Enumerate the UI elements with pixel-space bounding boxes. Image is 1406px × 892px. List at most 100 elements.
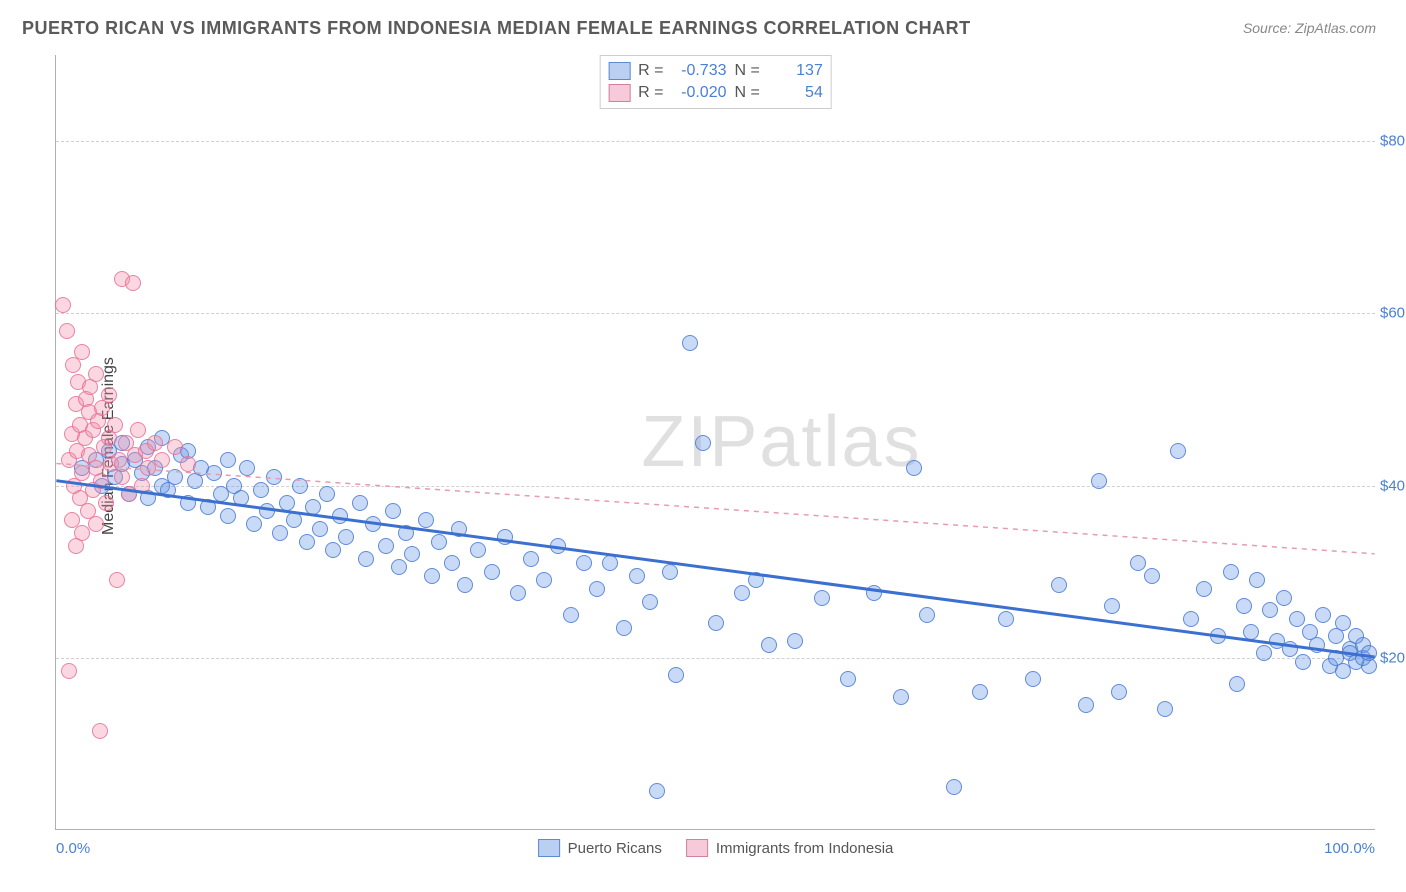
scatter-point — [130, 422, 146, 438]
scatter-point — [814, 590, 830, 606]
scatter-point — [246, 516, 262, 532]
scatter-point — [272, 525, 288, 541]
scatter-point — [1282, 641, 1298, 657]
scatter-point — [111, 452, 127, 468]
gridline — [56, 313, 1375, 314]
scatter-point — [305, 499, 321, 515]
scatter-point — [239, 460, 255, 476]
chart-plot-area: ZIPatlas $20,000$40,000$60,000$80,000 R … — [55, 55, 1375, 830]
scatter-point — [206, 465, 222, 481]
scatter-point — [1111, 684, 1127, 700]
swatch-blue-icon — [608, 62, 630, 80]
scatter-point — [1051, 577, 1067, 593]
scatter-point — [358, 551, 374, 567]
scatter-point — [497, 529, 513, 545]
legend-swatch-pink-icon — [686, 839, 708, 857]
scatter-point — [312, 521, 328, 537]
scatter-point — [748, 572, 764, 588]
x-tick-max: 100.0% — [1324, 840, 1375, 857]
scatter-point — [220, 452, 236, 468]
scatter-point — [576, 555, 592, 571]
scatter-point — [279, 495, 295, 511]
scatter-point — [589, 581, 605, 597]
chart-title: PUERTO RICAN VS IMMIGRANTS FROM INDONESI… — [22, 18, 971, 39]
scatter-point — [629, 568, 645, 584]
scatter-point — [1249, 572, 1265, 588]
watermark-sub: atlas — [759, 402, 921, 482]
scatter-point — [649, 783, 665, 799]
scatter-point — [1256, 645, 1272, 661]
scatter-point — [266, 469, 282, 485]
r-value-2: -0.020 — [672, 84, 727, 102]
scatter-point — [365, 516, 381, 532]
scatter-point — [866, 585, 882, 601]
scatter-point — [338, 529, 354, 545]
scatter-point — [74, 344, 90, 360]
scatter-point — [1157, 701, 1173, 717]
y-tick-label: $20,000 — [1380, 649, 1406, 666]
scatter-point — [292, 478, 308, 494]
scatter-point — [1315, 607, 1331, 623]
scatter-point — [451, 521, 467, 537]
legend-label-2: Immigrants from Indonesia — [716, 840, 894, 857]
legend-label-1: Puerto Ricans — [568, 840, 662, 857]
scatter-point — [134, 478, 150, 494]
scatter-point — [431, 534, 447, 550]
scatter-point — [998, 611, 1014, 627]
scatter-point — [180, 456, 196, 472]
x-tick-min: 0.0% — [56, 840, 90, 857]
scatter-point — [167, 469, 183, 485]
scatter-point — [259, 503, 275, 519]
scatter-point — [510, 585, 526, 601]
scatter-point — [1144, 568, 1160, 584]
scatter-point — [642, 594, 658, 610]
r-label-2: R = — [638, 84, 663, 102]
scatter-point — [972, 684, 988, 700]
scatter-point — [668, 667, 684, 683]
scatter-point — [220, 508, 236, 524]
n-value-1: 137 — [768, 62, 823, 80]
scatter-point — [59, 323, 75, 339]
scatter-point — [708, 615, 724, 631]
scatter-point — [319, 486, 335, 502]
scatter-point — [424, 568, 440, 584]
scatter-point — [682, 335, 698, 351]
scatter-point — [1091, 473, 1107, 489]
scatter-point — [1289, 611, 1305, 627]
scatter-point — [602, 555, 618, 571]
y-tick-label: $60,000 — [1380, 305, 1406, 322]
scatter-point — [787, 633, 803, 649]
scatter-point — [418, 512, 434, 528]
n-label: N = — [735, 62, 760, 80]
scatter-point — [536, 572, 552, 588]
scatter-point — [1210, 628, 1226, 644]
scatter-point — [761, 637, 777, 653]
gridline — [56, 658, 1375, 659]
gridline — [56, 141, 1375, 142]
scatter-point — [893, 689, 909, 705]
scatter-point — [523, 551, 539, 567]
scatter-point — [1361, 645, 1377, 661]
scatter-point — [114, 469, 130, 485]
scatter-point — [1170, 443, 1186, 459]
legend-swatch-blue-icon — [538, 839, 560, 857]
scatter-point — [1223, 564, 1239, 580]
scatter-point — [1025, 671, 1041, 687]
scatter-point — [563, 607, 579, 623]
scatter-point — [109, 572, 125, 588]
r-value-1: -0.733 — [672, 62, 727, 80]
scatter-point — [1276, 590, 1292, 606]
scatter-point — [92, 723, 108, 739]
scatter-point — [404, 546, 420, 562]
scatter-point — [906, 460, 922, 476]
scatter-point — [93, 473, 109, 489]
n-value-2: 54 — [768, 84, 823, 102]
scatter-point — [444, 555, 460, 571]
scatter-point — [734, 585, 750, 601]
y-tick-label: $80,000 — [1380, 133, 1406, 150]
scatter-point — [286, 512, 302, 528]
scatter-point — [1104, 598, 1120, 614]
scatter-point — [125, 275, 141, 291]
scatter-point — [88, 516, 104, 532]
scatter-point — [154, 452, 170, 468]
